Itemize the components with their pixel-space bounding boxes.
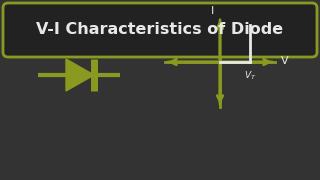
Text: I: I [210,6,214,16]
FancyBboxPatch shape [3,3,317,57]
Text: $V_T$: $V_T$ [244,70,256,82]
Polygon shape [66,59,94,91]
Text: V-I Characteristics of Diode: V-I Characteristics of Diode [36,22,284,37]
Text: V: V [281,56,289,66]
